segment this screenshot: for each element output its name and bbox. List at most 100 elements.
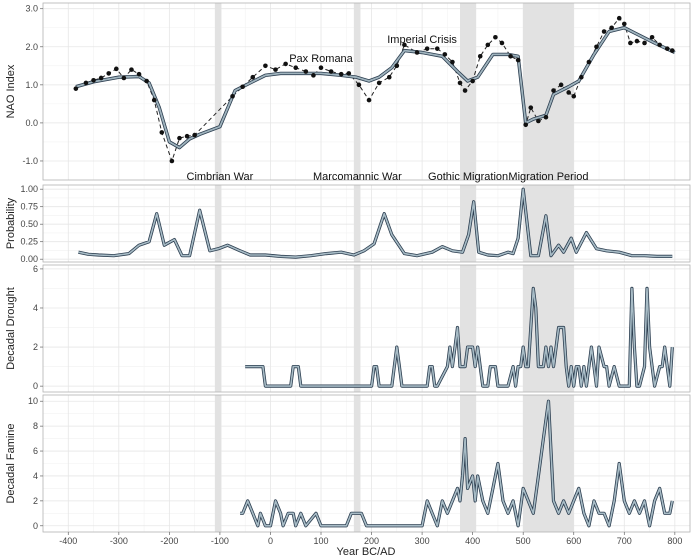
x-axis-label: Year BC/AD — [337, 546, 396, 558]
y-tick-label: 0.25 — [20, 237, 38, 247]
nao-point — [177, 135, 182, 141]
drought-series-line — [245, 287, 674, 387]
x-tick-label: 600 — [566, 536, 581, 546]
nao-point — [113, 66, 119, 72]
annotation-label: Migration Period — [508, 171, 588, 183]
nao-point — [356, 82, 362, 88]
y-axis-label: Decadal Famine — [5, 423, 17, 503]
nao-point — [609, 25, 614, 31]
panel-famine: 0 2 4 6 8 10 Decadal Famine -400 -300 -200 -100 0 10… — [5, 394, 691, 546]
nao-point — [394, 63, 400, 69]
nao-point — [628, 40, 633, 46]
nao-point — [169, 158, 175, 164]
x-tick-label: 0 — [268, 536, 273, 546]
panels-layer: -1.0 0.0 1.0 2.0 3.0 NAO Index Pax Romana Imper… — [5, 2, 691, 546]
annotation-label: Imperial Crisis — [387, 34, 457, 46]
annotation-label: Pax Romana — [289, 53, 353, 65]
x-tick-label: 100 — [313, 536, 328, 546]
x-tick-label: -300 — [110, 536, 128, 546]
nao-point — [594, 44, 599, 50]
shaded-period — [460, 3, 477, 180]
nao-point — [485, 42, 491, 48]
nao-point — [159, 130, 165, 135]
y-tick-label: 4 — [33, 303, 38, 313]
shaded-period — [523, 3, 574, 180]
nao-point — [311, 73, 316, 78]
nao-point — [670, 48, 675, 53]
panel-border — [42, 2, 691, 181]
nao-point — [414, 50, 420, 55]
nao-point — [303, 69, 309, 74]
nao-point — [477, 53, 483, 59]
annotation-label: Marcomannic War — [313, 171, 402, 183]
y-tick-label: 6 — [33, 446, 38, 456]
nao-point — [579, 74, 584, 80]
x-tick-label: -100 — [211, 536, 229, 546]
nao-point — [263, 63, 268, 69]
nao-point — [250, 74, 256, 80]
shaded-period — [460, 395, 477, 532]
y-tick-label: -1.0 — [22, 156, 38, 166]
y-tick-label: 0.50 — [20, 219, 38, 229]
nao-point — [240, 84, 245, 90]
nao-point — [566, 90, 571, 95]
nao-point — [328, 69, 334, 74]
nao-point — [434, 46, 440, 51]
nao-point — [402, 42, 407, 48]
y-tick-label: 0.00 — [20, 254, 38, 264]
annotation-label: Cimbrian War — [187, 171, 254, 183]
y-tick-label: 2 — [33, 496, 38, 506]
y-axis-label: Probability — [5, 197, 17, 249]
nao-point — [528, 105, 534, 110]
panel-background — [43, 3, 690, 180]
nao-point — [493, 34, 498, 40]
nao-point — [424, 46, 430, 51]
panel-border — [42, 184, 691, 263]
shaded-period — [214, 395, 222, 532]
shaded-period — [353, 185, 361, 262]
y-tick-label: 10 — [28, 396, 38, 406]
shaded-period — [214, 265, 222, 392]
x-tick-label: -400 — [59, 536, 77, 546]
nao-point — [151, 97, 157, 103]
panel-drought: 0 2 4 6 Decadal Drought — [5, 264, 691, 393]
famine-series-line — [240, 400, 674, 527]
y-tick-label: 1.0 — [25, 80, 38, 90]
nao-point — [571, 93, 577, 99]
x-tick-label: 700 — [617, 536, 632, 546]
nao-point — [136, 71, 142, 77]
x-tick-label: 800 — [667, 536, 682, 546]
nao-point — [515, 57, 521, 63]
nao-smooth-line — [75, 26, 676, 149]
y-tick-label: 3.0 — [25, 4, 38, 14]
nao-point — [508, 53, 513, 59]
nao-point — [616, 15, 622, 21]
y-tick-label: 0 — [33, 521, 38, 531]
y-axis-label: Decadal Drought — [5, 287, 17, 370]
nao-point — [657, 42, 662, 48]
shaded-period — [353, 3, 361, 180]
x-tick-label: 400 — [465, 536, 480, 546]
panel-border — [42, 264, 691, 393]
shaded-period — [214, 185, 222, 262]
nao-point — [230, 93, 235, 99]
shaded-period — [353, 395, 361, 532]
nao-point — [442, 52, 448, 57]
nao-point — [283, 61, 288, 67]
nao-point — [551, 88, 556, 93]
y-tick-label: 1.00 — [20, 184, 38, 194]
nao-point — [634, 38, 640, 44]
prob-series-line — [78, 188, 673, 258]
nao-point — [184, 133, 190, 139]
y-tick-label: 6 — [33, 264, 38, 274]
nao-point — [144, 78, 149, 84]
nao-point — [293, 65, 299, 71]
annotation-label: Gothic Migration — [428, 171, 508, 183]
x-tick-label: 200 — [364, 536, 379, 546]
y-tick-label: 8 — [33, 421, 38, 431]
nao-point — [83, 80, 89, 86]
panel-background — [43, 265, 690, 392]
nao-point — [376, 80, 382, 86]
